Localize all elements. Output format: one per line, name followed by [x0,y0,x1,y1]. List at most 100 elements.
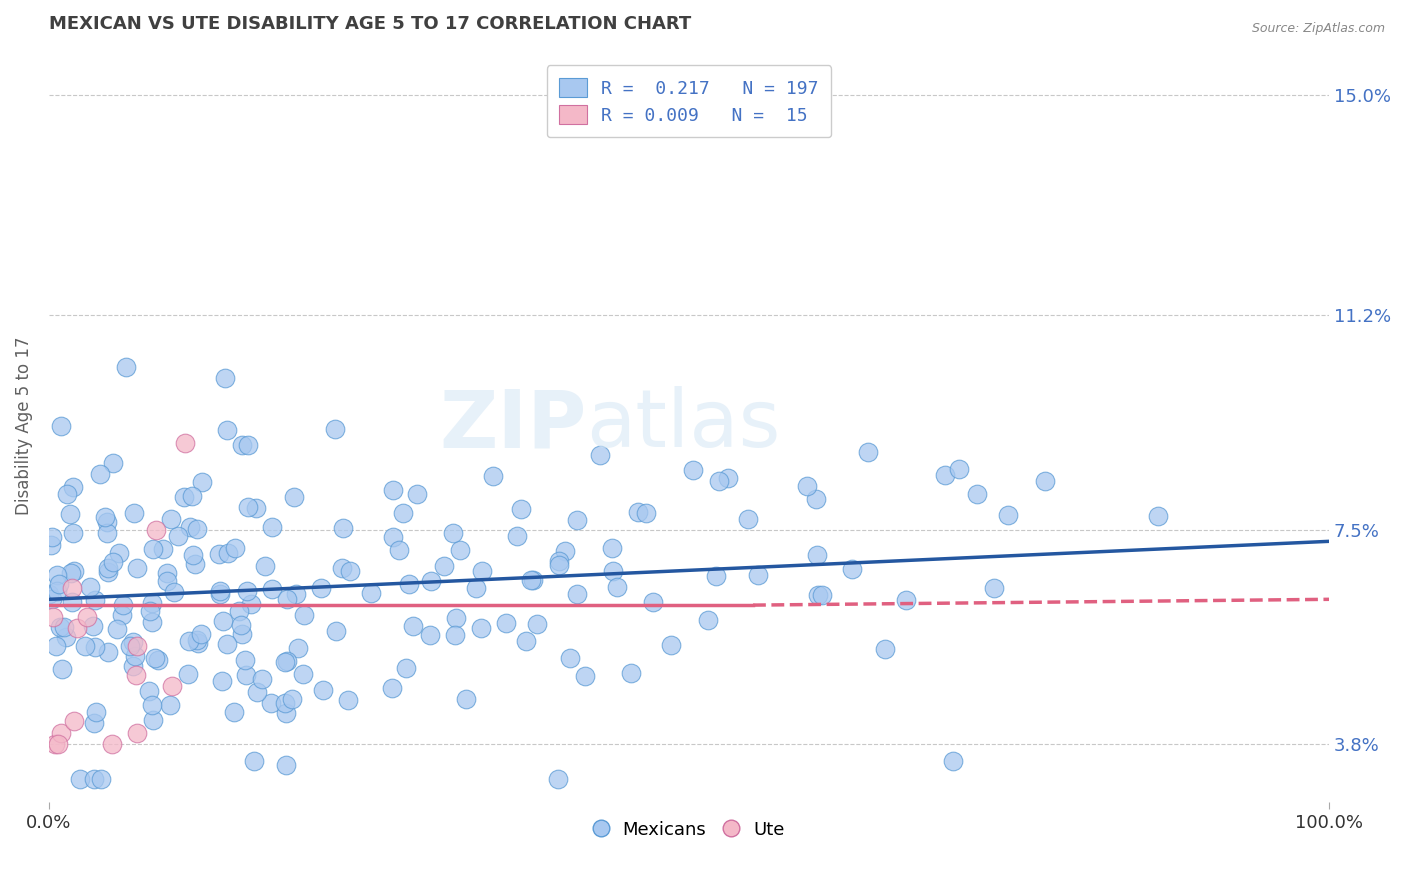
Point [704,569,727,583]
Point [122,506,145,520]
Point [48,576,70,591]
Point [323,422,346,436]
Point [174,435,197,450]
Point [141,596,163,610]
Point [187,636,209,650]
Point [69,772,91,786]
Point [217,545,239,559]
Point [274,757,297,772]
Point [339,564,361,578]
Point [245,500,267,515]
Point [59,507,82,521]
Point [444,628,467,642]
Point [160,512,183,526]
Point [215,423,238,437]
Point [239,598,262,612]
Point [717,471,740,485]
Point [111,599,134,613]
Point [46,567,69,582]
Point [145,523,167,537]
Point [506,529,529,543]
Point [217,637,239,651]
Point [114,360,136,375]
Point [873,641,896,656]
Point [101,555,124,569]
Point [233,653,256,667]
Point [186,633,208,648]
Point [292,608,315,623]
Point [159,698,181,713]
Point [811,588,834,602]
Point [274,696,297,710]
Point [121,635,143,649]
Point [526,616,548,631]
Point [465,581,488,595]
Y-axis label: Disability Age 5 to 17: Disability Age 5 to 17 [15,336,32,515]
Point [1033,474,1056,488]
Point [231,438,253,452]
Point [276,654,298,668]
Point [292,666,315,681]
Point [177,667,200,681]
Point [589,448,612,462]
Text: MEXICAN VS UTE DISABILITY AGE 5 TO 17 CORRELATION CHART: MEXICAN VS UTE DISABILITY AGE 5 TO 17 CO… [49,15,692,33]
Point [273,655,295,669]
Point [641,595,664,609]
Point [405,487,427,501]
Point [39,538,62,552]
Point [242,754,264,768]
Point [966,486,988,500]
Point [806,491,828,506]
Point [894,593,917,607]
Point [470,621,492,635]
Point [620,666,643,681]
Point [606,580,628,594]
Point [515,634,537,648]
Point [59,566,82,581]
Point [419,574,441,589]
Point [83,772,105,786]
Point [856,445,879,459]
Point [495,616,517,631]
Point [101,457,124,471]
Point [163,585,186,599]
Point [454,691,477,706]
Point [433,559,456,574]
Point [108,546,131,560]
Point [547,772,569,786]
Point [260,582,283,597]
Point [84,705,107,719]
Point [337,693,360,707]
Point [125,667,148,681]
Point [260,696,283,710]
Point [75,639,97,653]
Point [179,520,201,534]
Point [983,581,1005,595]
Point [94,509,117,524]
Point [381,681,404,695]
Point [229,618,252,632]
Point [160,679,183,693]
Point [287,640,309,655]
Point [62,525,84,540]
Text: atlas: atlas [586,386,780,465]
Point [101,737,124,751]
Point [96,526,118,541]
Point [395,661,418,675]
Point [41,530,63,544]
Point [152,541,174,556]
Point [510,502,533,516]
Point [139,604,162,618]
Point [52,620,75,634]
Point [402,619,425,633]
Point [841,562,863,576]
Point [142,713,165,727]
Point [76,609,98,624]
Point [97,560,120,574]
Point [63,714,86,728]
Point [246,685,269,699]
Point [209,587,232,601]
Point [281,691,304,706]
Point [49,725,72,739]
Point [737,512,759,526]
